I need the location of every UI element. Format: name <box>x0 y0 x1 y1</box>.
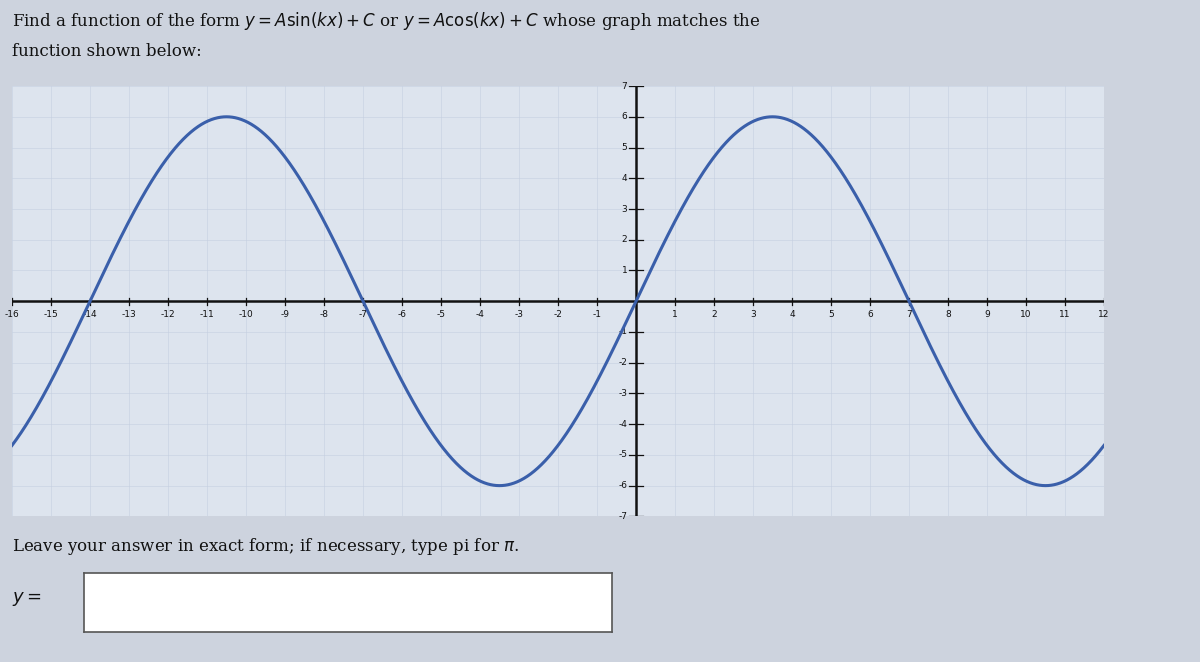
Text: 12: 12 <box>1098 310 1110 319</box>
Text: -8: -8 <box>319 310 329 319</box>
Text: -9: -9 <box>281 310 289 319</box>
Text: 9: 9 <box>984 310 990 319</box>
Text: -2: -2 <box>553 310 563 319</box>
Text: -7: -7 <box>359 310 367 319</box>
Text: Leave your answer in exact form; if necessary, type pi for $\pi$.: Leave your answer in exact form; if nece… <box>12 536 520 557</box>
Text: 7: 7 <box>622 81 628 91</box>
Text: -3: -3 <box>618 389 628 398</box>
Text: -10: -10 <box>239 310 253 319</box>
Text: -6: -6 <box>397 310 407 319</box>
Text: -14: -14 <box>83 310 97 319</box>
Text: -6: -6 <box>618 481 628 490</box>
Text: -11: -11 <box>199 310 215 319</box>
Text: $y = $: $y = $ <box>12 590 42 608</box>
Text: 3: 3 <box>622 205 628 214</box>
Text: 4: 4 <box>622 173 628 183</box>
Text: 4: 4 <box>790 310 794 319</box>
Text: 2: 2 <box>712 310 716 319</box>
Text: 6: 6 <box>622 113 628 121</box>
Text: -7: -7 <box>618 512 628 521</box>
Text: 6: 6 <box>868 310 872 319</box>
Text: -5: -5 <box>618 450 628 459</box>
Text: -1: -1 <box>618 328 628 336</box>
Text: 1: 1 <box>672 310 678 319</box>
Text: -1: -1 <box>593 310 601 319</box>
Text: -4: -4 <box>475 310 485 319</box>
Text: -16: -16 <box>5 310 19 319</box>
Text: 8: 8 <box>946 310 950 319</box>
Text: 10: 10 <box>1020 310 1032 319</box>
Text: -13: -13 <box>121 310 137 319</box>
Text: -5: -5 <box>437 310 445 319</box>
Text: -2: -2 <box>618 358 628 367</box>
Text: 2: 2 <box>622 235 628 244</box>
Text: -3: -3 <box>515 310 523 319</box>
Text: -12: -12 <box>161 310 175 319</box>
Text: -15: -15 <box>43 310 59 319</box>
Text: Find a function of the form $y = A\sin(kx) + C$ or $y = A\cos(kx) + C$ whose gra: Find a function of the form $y = A\sin(k… <box>12 10 761 32</box>
Text: 7: 7 <box>906 310 912 319</box>
Text: 5: 5 <box>828 310 834 319</box>
Text: 1: 1 <box>622 266 628 275</box>
Text: 5: 5 <box>622 143 628 152</box>
Text: -4: -4 <box>618 420 628 429</box>
Text: 3: 3 <box>750 310 756 319</box>
Text: function shown below:: function shown below: <box>12 43 202 60</box>
Text: 11: 11 <box>1060 310 1070 319</box>
